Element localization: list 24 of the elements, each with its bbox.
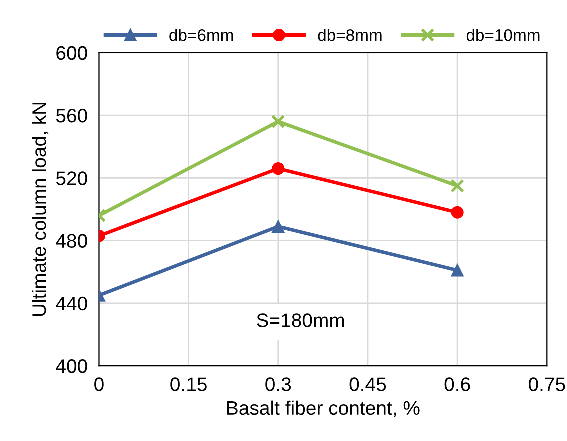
y-tick-label: 520 xyxy=(56,172,88,186)
legend-label: db=6mm xyxy=(170,29,234,42)
legend-label: db=8mm xyxy=(318,29,382,42)
point xyxy=(451,264,464,277)
y-tick-label: 600 xyxy=(56,46,88,60)
x-tick-label: 0.3 xyxy=(266,378,292,392)
annotation: S=180mm xyxy=(257,314,344,328)
y-tick-label: 480 xyxy=(56,234,88,248)
point xyxy=(271,114,286,129)
point xyxy=(450,179,465,193)
x-tick-label: 0.15 xyxy=(170,378,207,392)
y-axis-title: Ultimate column load, kN xyxy=(32,102,49,316)
y-tick-label: 400 xyxy=(56,360,88,374)
legend-label: db=10mm xyxy=(466,29,540,42)
x-tick-label: 0.6 xyxy=(444,378,470,392)
point xyxy=(451,206,464,219)
x-tick-label: 0.75 xyxy=(528,378,566,392)
x-tick-label: 0 xyxy=(94,378,104,392)
point xyxy=(272,162,285,176)
x-axis-title: Basalt fiber content, % xyxy=(228,400,420,418)
x-tick-label: 0.45 xyxy=(350,378,386,392)
point xyxy=(272,220,285,233)
y-tick-label: 560 xyxy=(56,109,88,123)
y-tick-label: 440 xyxy=(56,296,88,311)
